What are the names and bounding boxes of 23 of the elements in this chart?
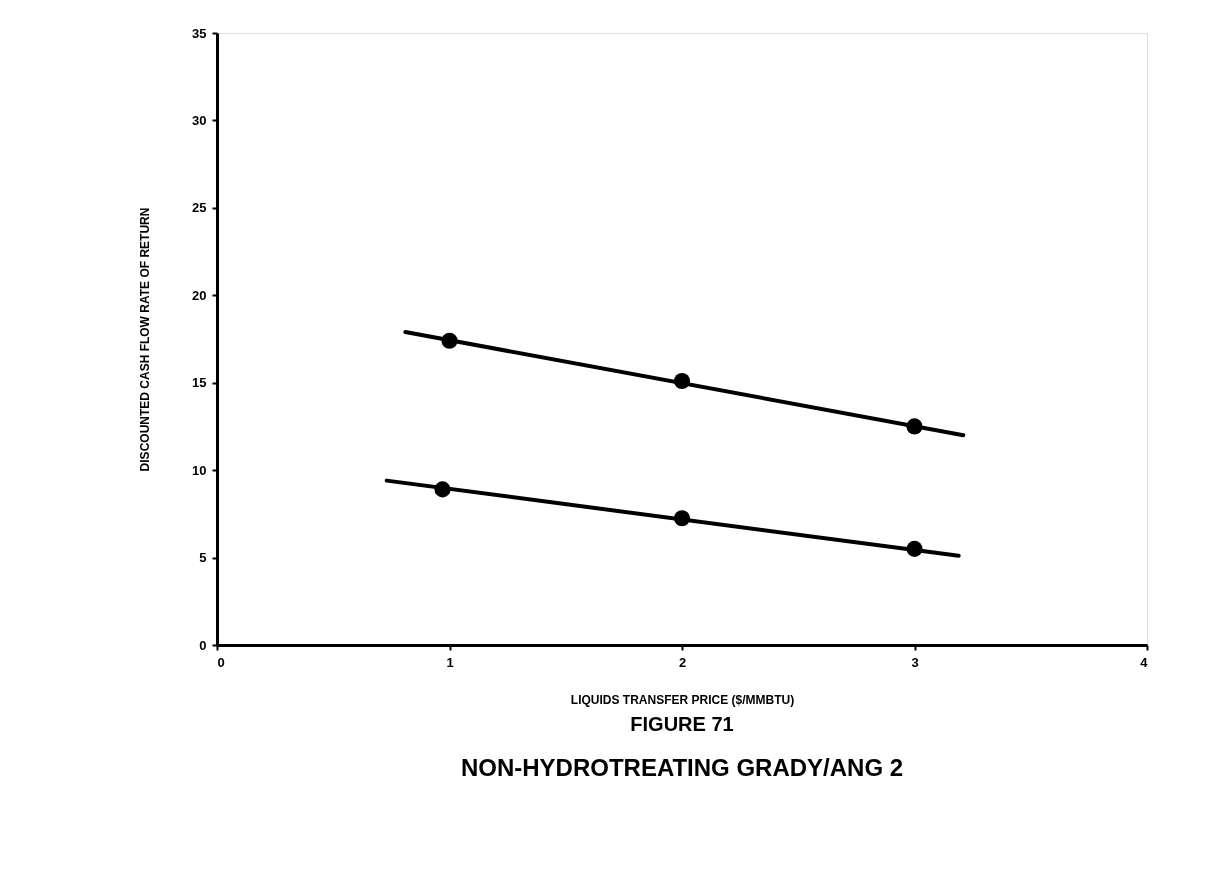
point (434, 481, 451, 498)
text: FIGURE 71 (630, 713, 734, 735)
y-tick-label: 30 (192, 112, 207, 128)
point (906, 540, 923, 557)
point (673, 510, 691, 527)
x-tick-label: 2 (678, 654, 687, 670)
y-tick-label: 0 (199, 637, 207, 653)
x-tick-label: 0 (217, 654, 225, 670)
point (673, 372, 691, 390)
y-tick-label: 5 (199, 550, 207, 566)
y-tick-label: 35 (192, 25, 207, 41)
point (906, 418, 923, 435)
y-axis-title: DISCOUNTED CASH FLOW RATE OF RETURN (138, 207, 153, 472)
y-tick-label: 15 (192, 375, 207, 391)
text: NON-HYDROTREATING GRADY/ANG 2 (460, 754, 904, 781)
x-tick-label: 4 (1140, 654, 1149, 670)
x-tick-label: 3 (911, 654, 919, 670)
y-tick-label: 25 (192, 200, 207, 216)
point (441, 332, 458, 349)
y-tick-label: 20 (192, 287, 207, 303)
y-tick-label: 10 (192, 462, 207, 478)
x-tick-label: 1 (446, 654, 454, 670)
x-axis-title: LIQUIDS TRANSFER PRICE ($/MMBTU) (570, 692, 795, 707)
